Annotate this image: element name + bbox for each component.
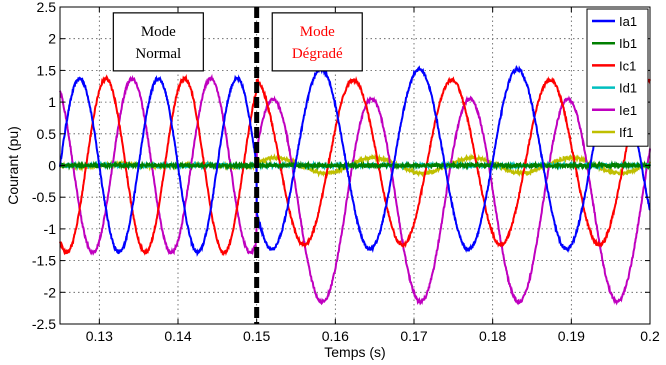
legend-label: Ia1 [619, 14, 637, 29]
legend-box [586, 8, 649, 147]
y-tick-label: -2.5 [32, 316, 56, 332]
x-tick-label: 0.2 [640, 328, 660, 344]
legend-label: If1 [619, 125, 633, 140]
y-axis-label: Courant (pu) [5, 126, 21, 205]
legend-label: Ie1 [619, 103, 637, 118]
annotations: Mode Normal Mode Dégradé [112, 12, 363, 72]
series-line-ia1 [59, 64, 651, 257]
x-tick-label: 0.17 [400, 328, 427, 344]
x-tick-label: 0.19 [558, 328, 585, 344]
x-tick-label: 0.16 [322, 328, 349, 344]
annotation-text: Mode [141, 24, 176, 40]
y-tick-label: -2 [44, 284, 57, 300]
annotation-text: Mode [300, 24, 335, 40]
y-tick-label: 2 [48, 31, 56, 47]
y-tick-label: -0.5 [32, 189, 56, 205]
x-tick-label: 0.13 [86, 328, 113, 344]
series-line-ic1 [59, 73, 651, 257]
annotation-text: Dégradé [292, 46, 343, 62]
annotation-box [271, 12, 363, 72]
y-tick-label: -1 [44, 221, 57, 237]
legend-label: Ic1 [619, 58, 636, 73]
x-tick-label: 0.14 [164, 328, 191, 344]
y-tick-label: 1.5 [37, 62, 57, 78]
x-tick-label: 0.18 [479, 328, 506, 344]
y-tick-label: 0 [48, 158, 56, 174]
y-tick-label: 0.5 [37, 126, 57, 142]
y-tick-label: 2.5 [37, 0, 57, 15]
series-layer [59, 64, 651, 306]
annotation-text: Normal [135, 46, 181, 62]
legend: Ia1 Ib1 Ic1 Id1 Ie1 If1 [586, 8, 649, 147]
series-line-ib1 [59, 160, 651, 171]
annotation-box [112, 12, 204, 72]
x-axis-label: Temps (s) [324, 344, 385, 360]
legend-label: Ib1 [619, 36, 637, 51]
legend-label: Id1 [619, 81, 637, 96]
x-tick-label: 0.15 [243, 328, 270, 344]
y-tick-label: 1 [48, 94, 56, 110]
series-line-ie1 [59, 73, 651, 306]
y-tick-label: -1.5 [32, 253, 56, 269]
axis-ticks: 0.13 0.14 0.15 0.16 0.17 0.18 0.19 0.2 -2.5 -2 -1.… [32, 0, 660, 344]
mode-annotation: Mode Normal [112, 12, 204, 72]
mode-annotation: Mode Dégradé [271, 12, 363, 72]
